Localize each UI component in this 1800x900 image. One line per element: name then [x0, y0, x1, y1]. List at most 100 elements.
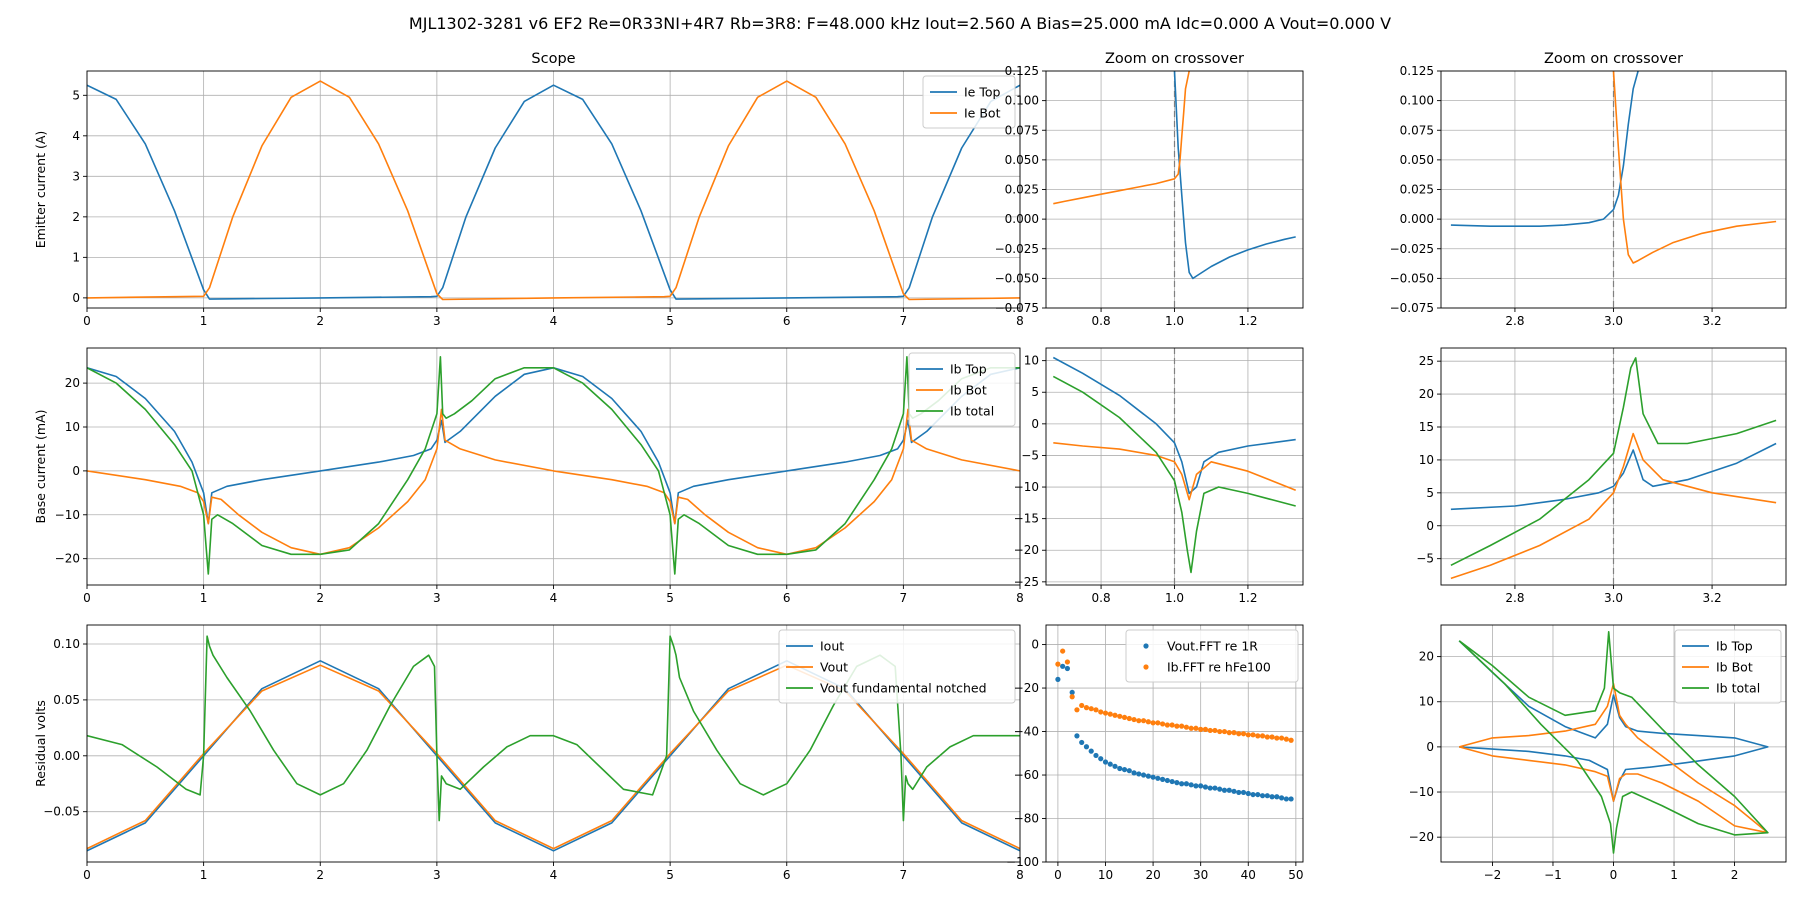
data-point [1155, 775, 1161, 781]
y-tick-label: 0.100 [1400, 94, 1434, 108]
data-point [1250, 791, 1256, 798]
y-tick-label: 0 [72, 464, 80, 478]
x-tick-label: 2.8 [1505, 314, 1524, 328]
y-tick-label: 0.025 [1005, 183, 1039, 197]
data-point [1207, 727, 1213, 734]
legend-label: Iout [820, 639, 844, 654]
y-tick-label: 5 [1426, 486, 1434, 500]
data-point [1107, 711, 1113, 717]
data-point [1131, 770, 1137, 776]
data-point [1140, 772, 1147, 778]
legend-marker [1143, 664, 1149, 670]
data-point [1245, 790, 1251, 797]
y-tick-label: 0 [1426, 519, 1434, 533]
x-tick-label: 10 [1098, 868, 1113, 882]
chart-zoom_base_1: 0.8 1.0 1.2 −25 −20 −15 −10 −5 0 5 10 [1014, 347, 1304, 605]
legend-label: Ib Bot [950, 383, 987, 398]
data-point [1064, 665, 1071, 672]
series-line [87, 80, 1020, 301]
legend-box [908, 352, 1016, 427]
y-tick-label: −0.075 [1390, 301, 1434, 315]
x-tick-label: 0 [83, 314, 91, 328]
legend-box [922, 75, 1016, 129]
data-point [1136, 718, 1142, 724]
data-point [1102, 759, 1109, 765]
y-tick-label: −20 [1014, 543, 1039, 557]
y-tick-label: −5 [1021, 448, 1039, 462]
y-tick-label: −20 [1409, 830, 1434, 844]
chart-zoom_top_3: 2.8 3.0 3.2 −0.075 −0.050 −0.025 0.000 0.025 0.0… [1390, 51, 1787, 328]
y-tick-label: 0.025 [1400, 183, 1434, 197]
y-tick-label: 0.125 [1400, 64, 1434, 78]
data-point [1150, 774, 1156, 780]
y-tick-label: −20 [1014, 681, 1039, 695]
data-point [1169, 722, 1175, 728]
data-point [1145, 773, 1151, 779]
data-point [1288, 796, 1294, 802]
y-tick-label: 0.000 [1005, 212, 1039, 226]
data-point [1093, 752, 1099, 759]
legend: Ib Top Ib Bot Ib total [908, 352, 1016, 427]
data-point [1240, 789, 1247, 796]
x-tick-label: 8 [1016, 314, 1024, 328]
x-tick-label: 3 [433, 868, 441, 882]
data-point [1117, 713, 1123, 719]
series-line [1450, 432, 1777, 580]
data-point [1155, 720, 1161, 726]
x-tick-label: 7 [900, 868, 908, 882]
data-point [1064, 659, 1071, 665]
legend-label: Ib.FFT re hFe100 [1167, 660, 1271, 675]
data-point [1245, 732, 1251, 738]
legend-label: Ie Bot [964, 106, 1001, 121]
y-tick-label: 10 [1024, 354, 1039, 368]
series-line [1052, 356, 1296, 495]
y-tick-label: 10 [1419, 453, 1434, 467]
data-point [1217, 786, 1223, 792]
y-tick-label: −10 [1014, 480, 1039, 494]
x-tick-label: 1 [200, 868, 208, 882]
y-tick-label: −0.075 [995, 301, 1039, 315]
data-point [1193, 725, 1199, 731]
data-point [1074, 733, 1080, 739]
chart-scope_volts: 0 1 2 3 4 5 6 7 8 −0.05 0.00 0.05 0.10 Residual volts… [33, 624, 1024, 882]
x-tick-label: 1.0 [1165, 314, 1184, 328]
axes-title: Zoom on crossover [1105, 51, 1244, 67]
data-point [1179, 781, 1185, 787]
data-point [1174, 723, 1180, 729]
data-point [1236, 789, 1242, 796]
data-point [1121, 714, 1128, 721]
x-tick-label: 0 [1610, 868, 1618, 882]
data-point [1212, 785, 1218, 791]
axes-title: Zoom on crossover [1544, 51, 1683, 67]
data-point [1098, 709, 1104, 715]
y-tick-label: 0.050 [1400, 153, 1434, 167]
x-tick-label: 6 [783, 314, 791, 328]
y-tick-label: 0.000 [1400, 212, 1434, 226]
data-point [1183, 724, 1189, 730]
chart-scope_base: 0 1 2 3 4 5 6 7 8 −20 −10 0 10 20 Base current (mA) Ib … [33, 347, 1024, 605]
x-tick-label: 1.2 [1238, 591, 1257, 605]
legend-label: Vout fundamental notched [820, 681, 987, 696]
data-point [1240, 731, 1247, 737]
y-axis-label: Emitter current (A) [33, 131, 48, 249]
data-point [1278, 735, 1285, 741]
data-point [1131, 716, 1137, 723]
x-tick-label: 6 [783, 591, 791, 605]
x-tick-label: 2.8 [1505, 591, 1524, 605]
x-tick-label: 50 [1288, 868, 1303, 882]
data-point [1274, 794, 1280, 800]
data-point [1150, 720, 1156, 726]
series-line [1053, 442, 1296, 501]
y-tick-label: 20 [1419, 387, 1434, 401]
data-point [1160, 721, 1166, 727]
data-point [1126, 715, 1132, 722]
data-point [1079, 702, 1085, 709]
data-point [1136, 771, 1142, 777]
data-point [1231, 788, 1237, 794]
x-tick-label: 4 [550, 868, 558, 882]
series-line [1052, 375, 1296, 574]
series-line [1450, 71, 1639, 227]
data-point [1255, 733, 1261, 739]
x-tick-label: 3.0 [1604, 314, 1623, 328]
